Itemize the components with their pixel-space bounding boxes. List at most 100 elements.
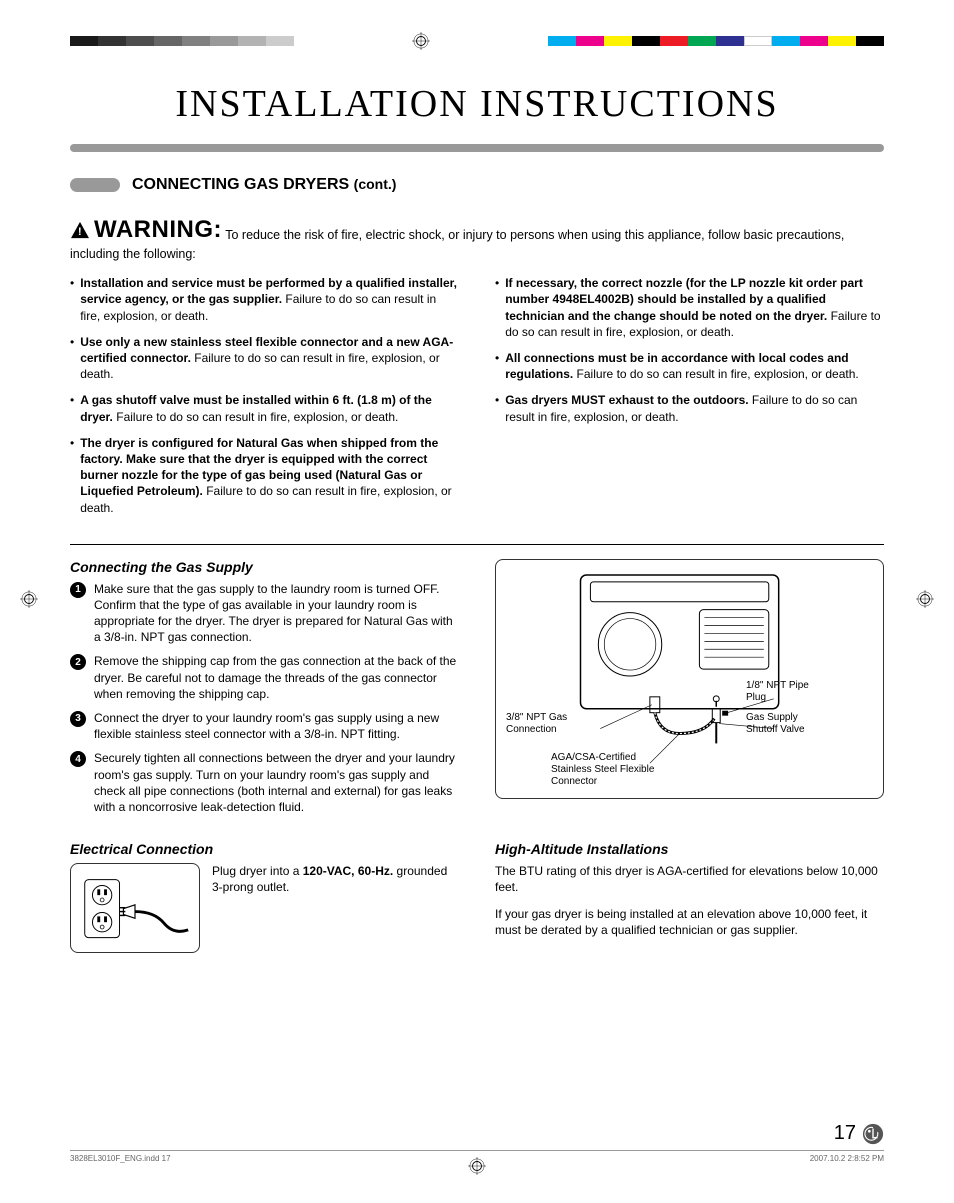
step-number-badge: 4 xyxy=(70,751,86,767)
bullet-text: If necessary, the correct nozzle (for th… xyxy=(505,275,884,340)
step-text: Securely tighten all connections between… xyxy=(94,750,459,815)
gray-step-bar xyxy=(70,36,294,46)
outlet-row: Plug dryer into a 120-VAC, 60-Hz. ground… xyxy=(70,863,459,953)
high-alt-p2: If your gas dryer is being installed at … xyxy=(495,906,884,938)
label-pipe-plug: 1/8" NPT Pipe Plug xyxy=(746,680,826,704)
bullet-bold: If necessary, the correct nozzle (for th… xyxy=(505,276,863,322)
section-pill-icon xyxy=(70,178,120,192)
gray-step xyxy=(126,36,154,46)
color-swatch xyxy=(576,36,604,46)
label-npt-conn: 3/8" NPT Gas Connection xyxy=(506,712,586,736)
bullet-bold: Gas dryers MUST exhaust to the outdoors. xyxy=(505,393,748,407)
page-number-row: 17 xyxy=(834,1122,884,1145)
print-marks-top xyxy=(70,32,884,50)
label-shutoff: Gas Supply Shutoff Valve xyxy=(746,712,826,736)
color-swatch xyxy=(688,36,716,46)
footer-right: 2007.10.2 2:8:52 PM xyxy=(810,1154,884,1163)
registration-mark-left-icon xyxy=(20,590,38,608)
step-item: 2 Remove the shipping cap from the gas co… xyxy=(70,653,459,702)
bullet-dot-icon: • xyxy=(70,275,74,324)
color-swatch xyxy=(604,36,632,46)
outlet-plug-icon xyxy=(77,870,193,947)
bullet-dot-icon: • xyxy=(495,392,499,424)
color-swatch xyxy=(716,36,744,46)
warning-block: ! WARNING: To reduce the risk of fire, e… xyxy=(70,214,884,263)
outlet-diagram xyxy=(70,863,200,953)
color-swatch xyxy=(800,36,828,46)
bottom-row: Electrical Connection xyxy=(70,841,884,953)
gas-supply-row: Connecting the Gas Supply 1 Make sure tha… xyxy=(70,559,884,823)
gray-step xyxy=(210,36,238,46)
bullet-text: Gas dryers MUST exhaust to the outdoors.… xyxy=(505,392,884,424)
page-number: 17 xyxy=(834,1122,856,1145)
bullet-item: •A gas shutoff valve must be installed w… xyxy=(70,392,459,424)
section-title: CONNECTING GAS DRYERS (cont.) xyxy=(132,176,396,194)
section-cont: (cont.) xyxy=(354,176,397,192)
bullet-item: •The dryer is configured for Natural Gas… xyxy=(70,435,459,516)
title-divider xyxy=(70,144,884,152)
step-number-badge: 2 xyxy=(70,654,86,670)
content-area: INSTALLATION INSTRUCTIONS CONNECTING GAS… xyxy=(70,82,884,953)
bullet-dot-icon: • xyxy=(70,334,74,383)
gray-step xyxy=(98,36,126,46)
color-swatch xyxy=(744,36,772,46)
electrical-text: Plug dryer into a 120-VAC, 60-Hz. ground… xyxy=(212,863,459,895)
elec-bold: 120-VAC, 60-Hz. xyxy=(303,864,393,878)
gas-connection-diagram: 3/8" NPT Gas Connection AGA/CSA-Certifie… xyxy=(495,559,884,799)
bullet-text: A gas shutoff valve must be installed wi… xyxy=(80,392,459,424)
step-text: Remove the shipping cap from the gas con… xyxy=(94,653,459,702)
bullet-item: •Installation and service must be perfor… xyxy=(70,275,459,324)
color-swatch xyxy=(660,36,688,46)
section-header: CONNECTING GAS DRYERS (cont.) xyxy=(70,176,884,194)
warning-word: WARNING: xyxy=(94,214,222,246)
color-swatch xyxy=(828,36,856,46)
registration-mark-right-icon xyxy=(916,590,934,608)
high-alt-p1: The BTU rating of this dryer is AGA-cert… xyxy=(495,863,884,895)
section-title-text: CONNECTING GAS DRYERS xyxy=(132,176,349,193)
bullet-dot-icon: • xyxy=(70,435,74,516)
step-number-badge: 3 xyxy=(70,711,86,727)
bullet-item: •If necessary, the correct nozzle (for t… xyxy=(495,275,884,340)
bullet-text: Use only a new stainless steel flexible … xyxy=(80,334,459,383)
divider xyxy=(70,544,884,545)
footer: 3828EL3010F_ENG.indd 17 2007.10.2 2:8:52… xyxy=(70,1150,884,1163)
step-text: Connect the dryer to your laundry room's… xyxy=(94,710,459,742)
gray-step xyxy=(266,36,294,46)
bullets-left-col: •Installation and service must be perfor… xyxy=(70,275,459,525)
color-swatch xyxy=(632,36,660,46)
bullet-text: The dryer is configured for Natural Gas … xyxy=(80,435,459,516)
high-alt-col: High-Altitude Installations The BTU rati… xyxy=(495,841,884,953)
step-item: 1 Make sure that the gas supply to the la… xyxy=(70,581,459,646)
step-item: 4 Securely tighten all connections betwee… xyxy=(70,750,459,815)
color-swatch xyxy=(856,36,884,46)
bullet-item: •All connections must be in accordance w… xyxy=(495,350,884,382)
warning-label: ! WARNING: xyxy=(70,214,222,246)
warning-bullets: •Installation and service must be perfor… xyxy=(70,275,884,525)
bullet-item: •Gas dryers MUST exhaust to the outdoors… xyxy=(495,392,884,424)
bullets-right-col: •If necessary, the correct nozzle (for t… xyxy=(495,275,884,525)
page: INSTALLATION INSTRUCTIONS CONNECTING GAS… xyxy=(0,0,954,1203)
bullet-text: All connections must be in accordance wi… xyxy=(505,350,884,382)
electrical-title: Electrical Connection xyxy=(70,841,459,857)
lg-logo-icon xyxy=(862,1123,884,1145)
bullet-dot-icon: • xyxy=(70,392,74,424)
footer-left: 3828EL3010F_ENG.indd 17 xyxy=(70,1154,171,1163)
gas-diagram-col: 3/8" NPT Gas Connection AGA/CSA-Certifie… xyxy=(495,559,884,823)
bullet-dot-icon: • xyxy=(495,275,499,340)
bullet-dot-icon: • xyxy=(495,350,499,382)
bullet-item: •Use only a new stainless steel flexible… xyxy=(70,334,459,383)
bullet-rest: Failure to do so can result in fire, exp… xyxy=(573,367,859,381)
gray-step xyxy=(154,36,182,46)
high-alt-title: High-Altitude Installations xyxy=(495,841,884,857)
color-swatch xyxy=(548,36,576,46)
step-text: Make sure that the gas supply to the lau… xyxy=(94,581,459,646)
color-bar xyxy=(548,36,884,46)
bullet-text: Installation and service must be perform… xyxy=(80,275,459,324)
bullet-rest: Failure to do so can result in fire, exp… xyxy=(113,410,399,424)
electrical-col: Electrical Connection xyxy=(70,841,459,953)
gas-supply-title: Connecting the Gas Supply xyxy=(70,559,459,575)
label-aga: AGA/CSA-Certified Stainless Steel Flexib… xyxy=(551,752,661,788)
step-number-badge: 1 xyxy=(70,582,86,598)
registration-mark-icon xyxy=(412,32,430,50)
svg-text:!: ! xyxy=(78,226,82,238)
